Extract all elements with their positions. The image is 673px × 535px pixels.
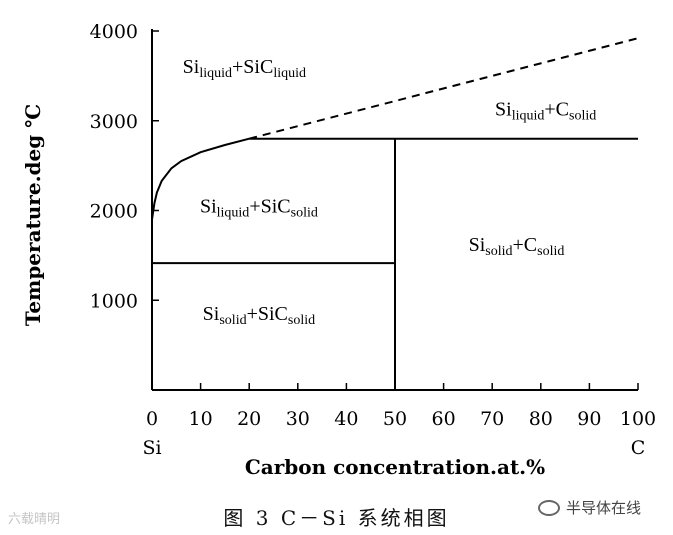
region-label: Siliquid+SiCliquid	[183, 56, 306, 81]
x-end-label-c: C	[631, 437, 646, 459]
region-label-text: Si	[469, 234, 486, 256]
x-tick-label: 60	[432, 408, 456, 430]
region-label-subscript: solid	[288, 313, 315, 328]
region-label-subscript: liquid	[512, 108, 545, 123]
region-label-text: Si	[200, 195, 217, 217]
watermark-right: 半导体在线	[538, 497, 641, 518]
x-tick-label: 90	[577, 408, 601, 430]
phase-diagram-chart: 0 10 20 30 40 50 60 70 80 90 100 1000 2000 3000 4000 S…	[21, 21, 656, 479]
y-tick-label: 1000	[90, 290, 138, 312]
x-axis-title: Carbon concentration.at.%	[245, 455, 545, 479]
region-label-text: +SiC	[247, 303, 288, 325]
tick-labels: 0 10 20 30 40 50 60 70 80 90 100 1000 2000 3000 4000	[90, 21, 656, 430]
figure-caption: 图 3 C－Si 系统相图	[223, 506, 450, 530]
region-label: Siliquid+SiCsolid	[200, 195, 318, 220]
x-tick-label: 20	[237, 408, 261, 430]
region-label-text: Si	[183, 56, 200, 78]
wechat-logo-icon	[538, 499, 560, 516]
region-label-subscript: liquid	[217, 205, 250, 220]
tick-marks	[151, 30, 639, 390]
region-label-text: Si	[495, 98, 512, 120]
region-label-subscript: liquid	[273, 66, 306, 81]
x-tick-label: 10	[189, 408, 213, 430]
y-axis-title: Temperature.deg ℃	[21, 104, 45, 326]
region-label-subscript: solid	[537, 244, 564, 259]
region-label-text: Si	[203, 303, 220, 325]
watermark-right-text: 半导体在线	[566, 499, 642, 517]
region-label: Siliquid+Csolid	[495, 98, 596, 123]
x-tick-label: 50	[383, 408, 407, 430]
watermark-left: 六载晴明	[8, 512, 61, 527]
x-end-label-si: Si	[142, 437, 161, 459]
y-tick-label: 2000	[90, 201, 138, 223]
region-labels: Siliquid+SiCliquidSiliquid+CsolidSiliqui…	[183, 56, 597, 328]
region-label-text: +SiC	[249, 195, 290, 217]
region-label: Sisolid+Csolid	[469, 234, 565, 259]
x-tick-label: 70	[480, 408, 504, 430]
x-tick-label: 30	[286, 408, 310, 430]
phase-boundary-line	[151, 137, 250, 220]
x-tick-label: 80	[529, 408, 553, 430]
x-tick-label: 40	[334, 408, 358, 430]
x-tick-label: 0	[146, 408, 158, 430]
y-tick-label: 4000	[90, 21, 138, 43]
region-label: Sisolid+SiCsolid	[203, 303, 315, 328]
phase-boundaries	[151, 37, 639, 390]
region-label-text: +C	[544, 98, 569, 120]
phase-boundary-line	[248, 37, 639, 140]
x-tick-label: 100	[620, 408, 656, 430]
region-label-subscript: solid	[291, 205, 318, 220]
region-label-subscript: solid	[485, 244, 512, 259]
region-label-subscript: liquid	[199, 66, 232, 81]
region-label-subscript: solid	[569, 108, 596, 123]
region-label-subscript: solid	[219, 313, 246, 328]
region-label-text: +C	[513, 234, 538, 256]
y-tick-label: 3000	[90, 111, 138, 133]
region-label-text: +SiC	[232, 56, 273, 78]
